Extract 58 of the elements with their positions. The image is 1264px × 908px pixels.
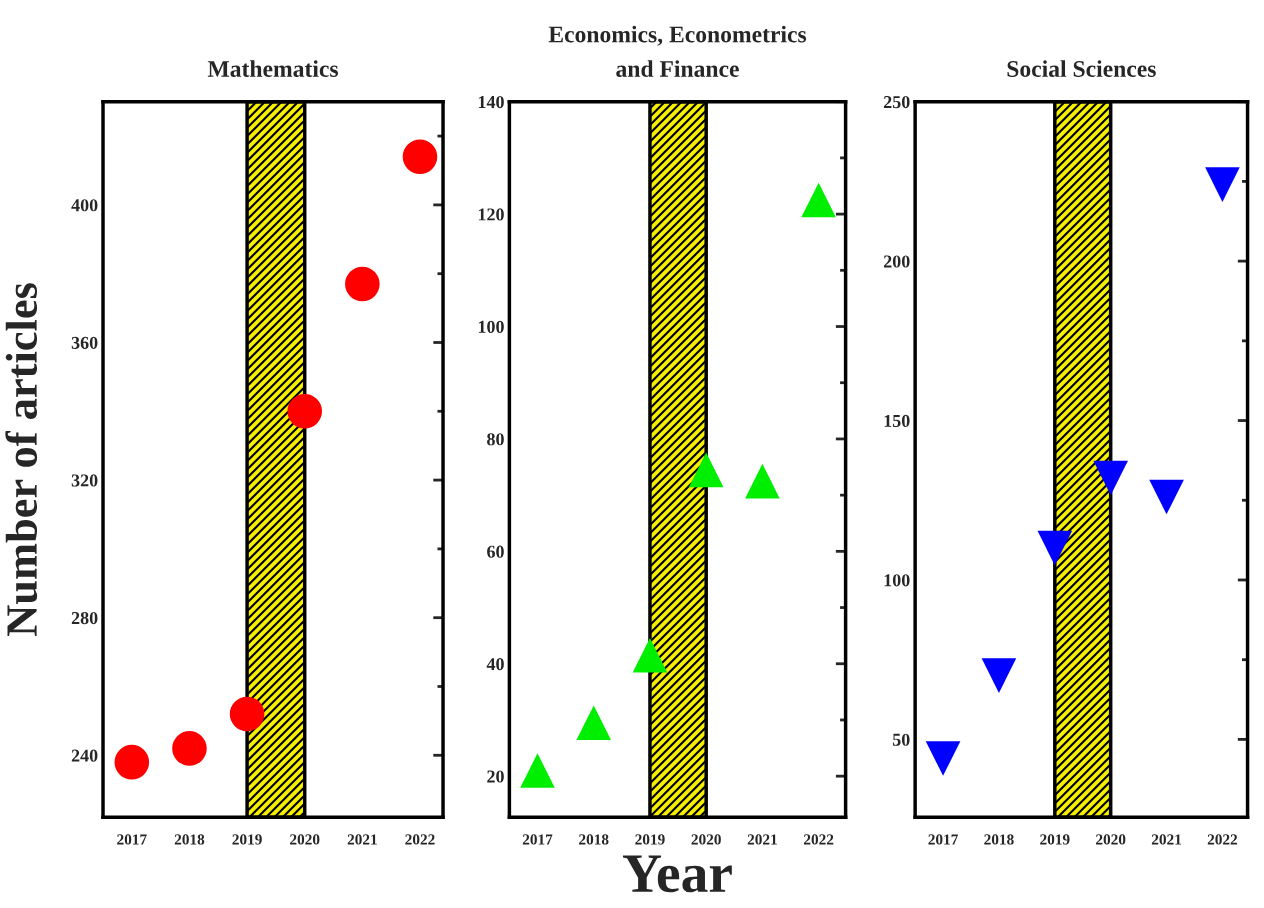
y-tick-label: 250 — [883, 95, 910, 109]
y-tick-label: 150 — [884, 414, 910, 427]
y-tick-label: 200 — [883, 255, 910, 268]
y-tick-label: 50 — [892, 733, 910, 746]
x-tick-label: 2019 — [635, 834, 665, 845]
x-tick-label: 2021 — [1151, 834, 1182, 845]
x-tick-label: 2021 — [747, 834, 777, 845]
point — [287, 394, 323, 429]
point — [1037, 530, 1073, 566]
y-tick-label: 320 — [71, 474, 98, 487]
y-tick-label: 40 — [486, 658, 504, 671]
x-tick-label: 2021 — [347, 834, 377, 845]
y-tick-label: 60 — [487, 545, 504, 558]
x-tick-label: 2020 — [290, 834, 320, 845]
x-tick-label: 2019 — [232, 834, 262, 845]
x-tick-label: 2020 — [691, 834, 721, 845]
point — [801, 182, 836, 218]
point — [1149, 479, 1184, 515]
y-tick-label: 240 — [71, 749, 98, 762]
x-tick-label: 2018 — [174, 834, 205, 845]
point — [981, 658, 1017, 693]
point — [688, 452, 724, 488]
point — [925, 741, 961, 776]
x-tick-label: 2017 — [928, 834, 958, 845]
y-tick-label: 80 — [487, 433, 504, 446]
chart-title: Mathematics — [207, 60, 339, 77]
x-tick-label: 2017 — [522, 834, 553, 845]
point — [172, 731, 207, 766]
y-tick-label: 280 — [71, 611, 98, 625]
point — [1205, 167, 1240, 202]
y-tick-label: 360 — [71, 336, 98, 349]
point — [1093, 460, 1128, 496]
x-tick-label: 2022 — [1207, 834, 1238, 845]
x-tick-label: 2019 — [1040, 834, 1070, 845]
y-tick-label: 100 — [478, 320, 504, 333]
y-tick-label: 100 — [884, 574, 910, 587]
point — [632, 638, 668, 673]
point — [402, 139, 438, 175]
x-tick-label: 2018 — [579, 834, 609, 845]
y-tick-label: 400 — [71, 199, 98, 212]
chart-title: Economics, Econometrics and Finance — [548, 25, 807, 77]
x-axis-title: Year — [622, 855, 732, 893]
point — [345, 266, 380, 302]
y-axis-title: Number of articles — [5, 283, 38, 636]
x-tick-label: 2020 — [1096, 834, 1126, 845]
x-tick-label: 2022 — [405, 834, 435, 845]
point — [520, 753, 555, 788]
y-tick-label: 20 — [487, 770, 504, 783]
x-tick-label: 2022 — [803, 834, 834, 845]
y-tick-label: 140 — [478, 95, 504, 109]
point — [229, 696, 265, 732]
point — [114, 744, 150, 780]
y-tick-label: 120 — [478, 208, 504, 221]
x-tick-label: 2018 — [984, 834, 1014, 845]
chart-title: Social Sciences — [1007, 60, 1156, 77]
point — [745, 463, 780, 499]
point — [576, 705, 612, 741]
x-tick-label: 2017 — [117, 834, 147, 845]
